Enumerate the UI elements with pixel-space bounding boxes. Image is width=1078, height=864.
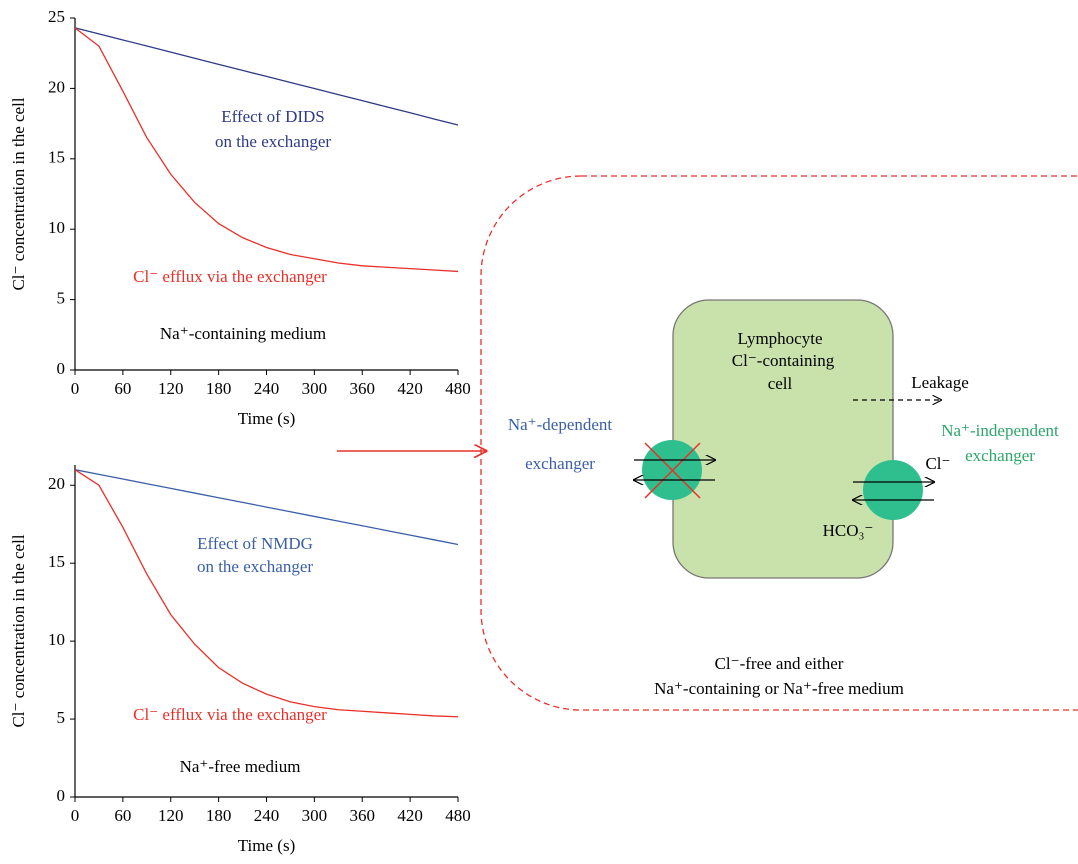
x-tick-label: 360 bbox=[350, 806, 376, 825]
y-tick-label: 25 bbox=[48, 7, 65, 26]
exchanger-label: exchanger bbox=[965, 446, 1035, 465]
x-tick-label: 420 bbox=[397, 806, 423, 825]
x-tick-label: 240 bbox=[254, 379, 280, 398]
x-tick-label: 300 bbox=[302, 379, 328, 398]
cell-label: Lymphocyte bbox=[738, 329, 823, 348]
y-tick-label: 15 bbox=[48, 148, 65, 167]
x-tick-label: 180 bbox=[206, 806, 232, 825]
y-tick-label: 5 bbox=[57, 289, 66, 308]
annotation: on the exchanger bbox=[197, 557, 313, 576]
annotation: Na⁺-free medium bbox=[180, 757, 301, 776]
exchanger-label: Na⁺-dependent bbox=[508, 415, 613, 434]
ion-label: HCO₃⁻ bbox=[823, 521, 874, 540]
y-tick-label: 0 bbox=[57, 786, 66, 805]
x-tick-label: 120 bbox=[158, 379, 184, 398]
leakage-label: Leakage bbox=[911, 373, 969, 392]
x-tick-label: 240 bbox=[254, 806, 280, 825]
y-tick-label: 0 bbox=[57, 359, 66, 378]
cell-label: cell bbox=[768, 374, 793, 393]
x-tick-label: 360 bbox=[350, 379, 376, 398]
right-exchanger bbox=[863, 460, 923, 520]
exchanger-label: exchanger bbox=[525, 454, 595, 473]
x-tick-label: 180 bbox=[206, 379, 232, 398]
x-tick-label: 0 bbox=[71, 379, 80, 398]
y-tick-label: 10 bbox=[48, 218, 65, 237]
y-tick-label: 15 bbox=[48, 552, 65, 571]
annotation: Effect of DIDS bbox=[221, 107, 325, 126]
y-tick-label: 20 bbox=[48, 77, 65, 96]
x-tick-label: 420 bbox=[397, 379, 423, 398]
x-tick-label: 60 bbox=[114, 806, 131, 825]
x-axis-label: Time (s) bbox=[238, 836, 295, 855]
annotation: on the exchanger bbox=[215, 132, 331, 151]
y-axis-label: Cl⁻ concentration in the cell bbox=[9, 534, 28, 727]
exchanger-label: Na⁺-independent bbox=[941, 421, 1059, 440]
x-axis-label: Time (s) bbox=[238, 409, 295, 428]
ion-label: Cl⁻ bbox=[925, 454, 950, 473]
x-tick-label: 0 bbox=[71, 806, 80, 825]
medium-label: Na⁺-containing or Na⁺-free medium bbox=[654, 679, 904, 698]
x-tick-label: 60 bbox=[114, 379, 131, 398]
annotation: Cl⁻ efflux via the exchanger bbox=[133, 267, 327, 286]
annotation: Effect of NMDG bbox=[197, 534, 313, 553]
y-tick-label: 20 bbox=[48, 474, 65, 493]
x-tick-label: 480 bbox=[445, 379, 471, 398]
annotation: Cl⁻ efflux via the exchanger bbox=[133, 705, 327, 724]
x-tick-label: 480 bbox=[445, 806, 471, 825]
x-tick-label: 120 bbox=[158, 806, 184, 825]
medium-label: Cl⁻-free and either bbox=[715, 654, 844, 673]
y-tick-label: 5 bbox=[57, 708, 66, 727]
annotation: Na⁺-containing medium bbox=[160, 324, 326, 343]
y-tick-label: 10 bbox=[48, 630, 65, 649]
figure: Lymphocyte Cl⁻-containing cell Leakage N… bbox=[0, 0, 1078, 864]
y-axis-label: Cl⁻ concentration in the cell bbox=[9, 97, 28, 290]
x-tick-label: 300 bbox=[302, 806, 328, 825]
cell-label: Cl⁻-containing bbox=[732, 351, 835, 370]
